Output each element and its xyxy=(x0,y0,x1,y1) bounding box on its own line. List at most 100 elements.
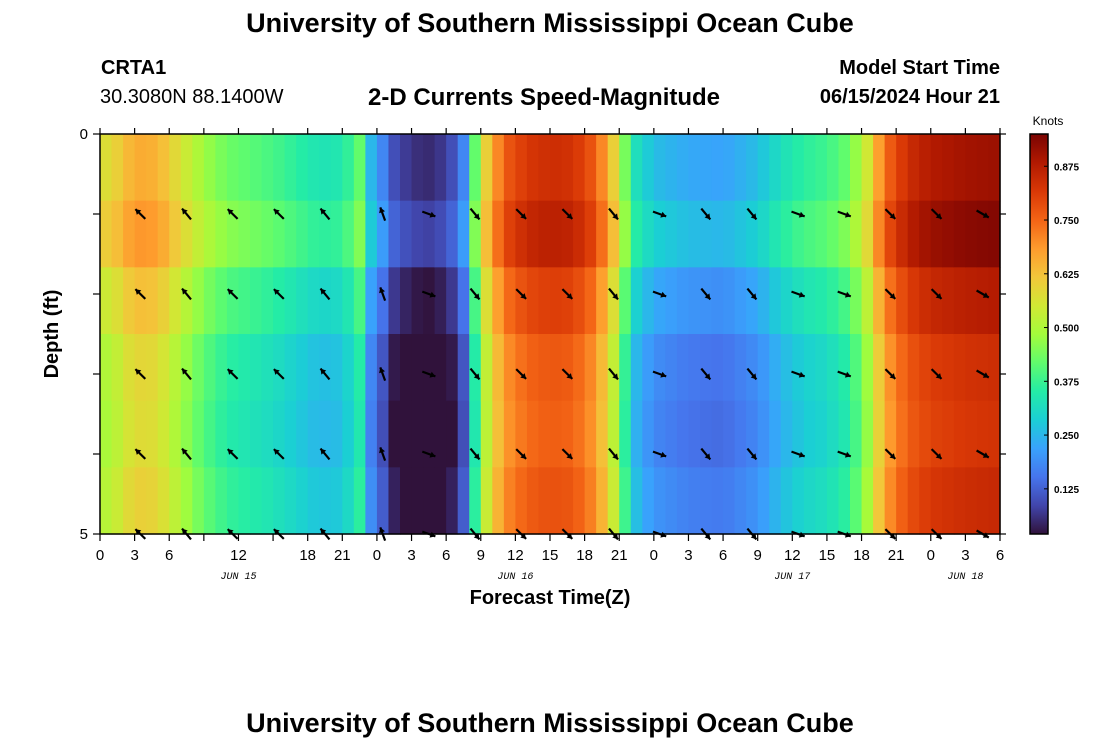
heatmap-cell xyxy=(169,267,182,335)
heatmap-cell xyxy=(238,200,251,268)
heatmap-cell xyxy=(388,267,401,335)
heatmap-cell xyxy=(815,334,828,402)
current-arrow xyxy=(319,287,331,301)
heatmap-cell xyxy=(953,134,966,202)
heatmap-cell xyxy=(388,200,401,268)
heatmap-cell xyxy=(942,134,955,202)
current-arrow xyxy=(319,207,331,221)
heatmap-cell xyxy=(711,334,724,402)
heatmap-cell xyxy=(273,334,286,402)
heatmap-cell xyxy=(111,334,124,402)
heatmap-cell xyxy=(296,400,309,468)
heatmap-cell xyxy=(630,200,643,268)
arrow-head xyxy=(660,211,667,218)
heatmap-cell xyxy=(492,267,505,335)
heatmap-cell xyxy=(630,334,643,402)
heatmap-cell xyxy=(538,200,551,268)
current-arrow xyxy=(976,289,990,299)
colorbar-tick-label: 0.625 xyxy=(1054,270,1079,281)
current-arrow xyxy=(134,208,147,220)
heatmap-cell xyxy=(826,267,840,335)
heatmap-cell xyxy=(746,334,759,402)
arrow-head xyxy=(273,289,280,295)
heatmap-cell xyxy=(573,267,586,335)
heatmap-cell xyxy=(757,134,770,202)
current-arrow xyxy=(791,450,806,458)
heatmap-cell xyxy=(573,134,586,202)
heatmap-cell xyxy=(469,267,482,335)
heatmap-cell xyxy=(365,400,378,468)
heatmap-cell xyxy=(434,134,447,202)
heatmap-cell xyxy=(100,200,113,268)
heatmap-cell xyxy=(757,200,770,268)
heatmap-cell xyxy=(365,267,378,335)
heatmap-cell xyxy=(423,400,436,468)
heatmap-cell xyxy=(342,334,355,402)
heatmap-cell xyxy=(803,134,816,202)
heatmap-cell xyxy=(457,200,470,268)
heatmap-cell xyxy=(492,200,505,268)
heatmap-cell xyxy=(388,467,401,535)
heatmap-cell xyxy=(757,334,770,402)
axes: 0 3 6 12 18 21 0 3 6 9 12 15 18 21 0 3 6 9 12 15 18 21 0 3 6 JUN … xyxy=(80,126,1006,583)
heatmap-cell xyxy=(873,400,886,468)
arrow-head xyxy=(320,368,327,375)
current-arrow xyxy=(652,290,667,298)
heatmap-cell xyxy=(515,134,528,202)
heatmap-cell xyxy=(388,334,401,402)
heatmap-cell xyxy=(711,467,724,535)
heatmap-cell xyxy=(296,200,309,268)
current-arrow xyxy=(700,447,712,461)
heatmap-cell xyxy=(296,134,309,202)
heatmap-cell xyxy=(826,334,840,402)
heatmap-cell xyxy=(273,134,286,202)
heatmap-cell xyxy=(919,467,932,535)
date-label: JUN 17 xyxy=(774,572,810,583)
heatmap-cell xyxy=(976,267,990,335)
heatmap-cell xyxy=(942,467,955,535)
heatmap-cell xyxy=(503,334,516,402)
heatmap-cell xyxy=(296,467,309,535)
heatmap-cell xyxy=(250,267,263,335)
arrow-head xyxy=(227,449,234,455)
heatmap-cell xyxy=(342,267,355,335)
heatmap-cell xyxy=(850,267,863,335)
heatmap-cell xyxy=(434,267,447,335)
heatmap-cell xyxy=(400,134,413,202)
current-arrow xyxy=(515,288,527,300)
arrow-head xyxy=(798,451,805,458)
heatmap-cell xyxy=(838,467,851,535)
heatmap-cell xyxy=(169,467,182,535)
arrow-head xyxy=(704,293,711,300)
heatmap-cell xyxy=(884,467,897,535)
heatmap-cell xyxy=(873,134,886,202)
x-tick-label: 18 xyxy=(299,547,316,564)
heatmap-cell xyxy=(976,334,990,402)
heatmap-cell xyxy=(180,134,193,202)
x-tick-label: 21 xyxy=(611,547,628,564)
current-arrow xyxy=(791,290,806,298)
heatmap-cell xyxy=(734,467,747,535)
heatmap-cell xyxy=(676,400,690,468)
arrow-head xyxy=(704,373,711,380)
heatmap-cell xyxy=(780,400,793,468)
heatmap-cell xyxy=(734,134,747,202)
current-arrow xyxy=(884,368,897,380)
heatmap-cell xyxy=(953,200,966,268)
heatmap-cell xyxy=(884,134,897,202)
colorbar-tick-label: 0.250 xyxy=(1054,431,1079,442)
heatmap-cell xyxy=(642,200,655,268)
arrow-head xyxy=(273,449,280,455)
heatmap-cell xyxy=(873,267,886,335)
heatmap-cell xyxy=(342,467,355,535)
heatmap-cell xyxy=(146,134,159,202)
date-label: JUN 16 xyxy=(497,572,533,583)
arrow-head xyxy=(135,289,142,295)
heatmap-cell xyxy=(734,400,747,468)
heatmap-cell xyxy=(411,400,424,468)
heatmap-cell xyxy=(907,134,920,202)
arrow-head xyxy=(429,371,436,378)
heatmap-cell xyxy=(907,400,920,468)
heatmap-cell xyxy=(526,334,540,402)
arrow-head xyxy=(704,453,711,460)
